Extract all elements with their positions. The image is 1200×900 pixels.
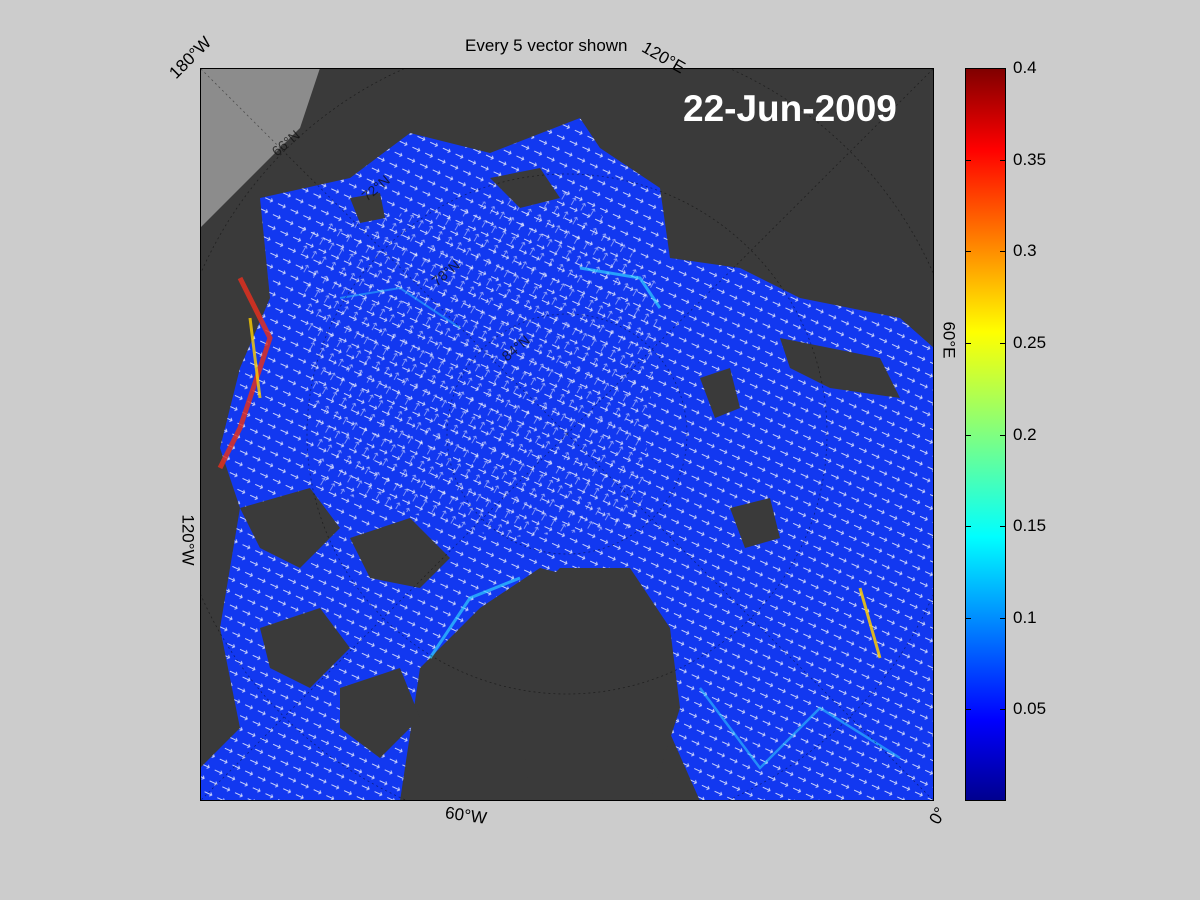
colorbar-tick-mark — [1000, 526, 1005, 528]
date-label: 22-Jun-2009 — [683, 88, 897, 129]
colorbar-tick-mark — [966, 434, 971, 436]
colorbar-tick-mark — [966, 68, 971, 69]
colorbar-tick-mark — [966, 709, 971, 711]
colorbar-tick-mark — [966, 342, 971, 344]
colorbar — [965, 68, 1006, 801]
sea-ice-map — [200, 68, 934, 801]
no-data-region — [200, 68, 320, 228]
colorbar-tick-label: 0.1 — [1013, 607, 1037, 627]
colorbar-tick-label: 0.35 — [1013, 149, 1047, 169]
colorbar-tick-mark — [1000, 159, 1005, 161]
colorbar-tick-mark — [1000, 251, 1005, 253]
lon-label-60e: 60°E — [939, 321, 959, 359]
colorbar-tick-label: 0.2 — [1013, 424, 1037, 444]
colorbar-tick-mark — [1000, 68, 1005, 69]
colorbar-tick-label: 0.4 — [1013, 58, 1037, 77]
colorbar-tick-mark — [1000, 434, 1005, 436]
lon-label-120w: 120°W — [178, 514, 198, 566]
colorbar-tick-mark — [966, 251, 971, 253]
figure-title: Every 5 vector shown — [465, 36, 628, 55]
colorbar-tick-mark — [1000, 617, 1005, 619]
colorbar-tick-mark — [966, 526, 971, 528]
colorbar-tick-label: 0.05 — [1013, 699, 1047, 719]
colorbar-tick-mark — [1000, 342, 1005, 344]
colorbar-tick-label: 0.15 — [1013, 516, 1047, 536]
greenland-landmass — [500, 568, 680, 801]
colorbar-tick-mark — [966, 617, 971, 619]
colorbar-tick-mark — [966, 159, 971, 161]
colorbar-tick-label: 0.25 — [1013, 332, 1047, 352]
lon-label-0: 0° — [925, 803, 950, 828]
colorbar-tick-mark — [1000, 709, 1005, 711]
colorbar-tick-label: 0.3 — [1013, 241, 1037, 261]
lon-label-60w: 60°W — [443, 803, 488, 828]
